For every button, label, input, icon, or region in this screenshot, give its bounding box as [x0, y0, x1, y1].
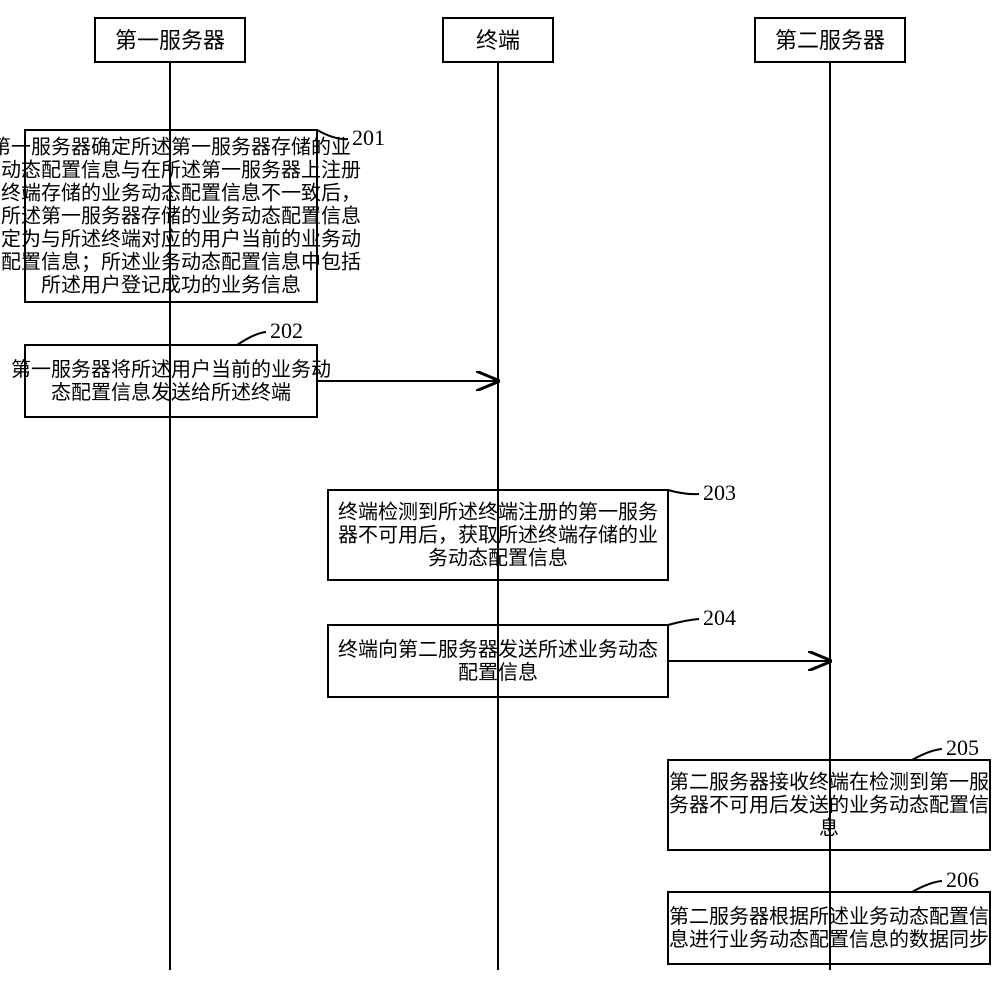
step-text-203-line1: 器不可用后，获取所述终端存储的业 [338, 524, 658, 547]
step-text-201-line4: 确定为与所述终端对应的用户当前的业务动 [0, 228, 361, 251]
step-leader-203 [668, 490, 699, 494]
step-leader-202 [237, 332, 266, 345]
step-text-204-line1: 配置信息 [458, 661, 538, 684]
step-text-204-line0: 终端向第二服务器发送所述业务动态 [338, 638, 658, 661]
step-text-202-line1: 态配置信息发送给所述终端 [51, 381, 291, 404]
step-leader-205 [912, 749, 942, 760]
step-label-205: 205 [946, 735, 979, 760]
lane-label-server1: 第一服务器 [115, 28, 225, 53]
step-text-201-line1: 务动态配置信息与在所述第一服务器上注册 [0, 159, 361, 182]
step-leader-206 [912, 881, 942, 892]
step-label-206: 206 [946, 867, 979, 892]
lane-label-terminal: 终端 [476, 28, 520, 53]
step-text-201-line0: 第一服务器确定所述第一服务器存储的业 [0, 136, 351, 159]
step-text-205-line1: 务器不可用后发送的业务动态配置信 [669, 794, 989, 817]
step-text-201-line6: 所述用户登记成功的业务信息 [41, 274, 301, 297]
step-text-206-line1: 息进行业务动态配置信息的数据同步 [669, 928, 989, 951]
step-text-202-line0: 第一服务器将所述用户当前的业务动 [11, 358, 331, 381]
step-label-203: 203 [703, 480, 736, 505]
step-leader-204 [668, 619, 699, 625]
lane-label-server2: 第二服务器 [775, 28, 885, 53]
step-text-205-line0: 第二服务器接收终端在检测到第一服 [669, 771, 989, 794]
sequence-diagram: 第一服务器 终端 第二服务器第一服务器确定所述第一服务器存储的业务动态配置信息与在所… [0, 0, 1000, 992]
step-text-206-line0: 第二服务器根据所述业务动态配置信 [669, 905, 989, 928]
step-label-201: 201 [352, 125, 385, 150]
step-text-203-line0: 终端检测到所述终端注册的第一服务 [338, 501, 658, 524]
step-text-201-line3: 将所述第一服务器存储的业务动态配置信息 [0, 205, 361, 228]
step-label-202: 202 [270, 318, 303, 343]
step-text-201-line2: 的终端存储的业务动态配置信息不一致后， [0, 182, 361, 205]
step-text-205-line2: 息 [819, 817, 839, 840]
step-text-203-line2: 务动态配置信息 [428, 547, 568, 570]
step-label-204: 204 [703, 605, 736, 630]
step-text-201-line5: 态配置信息；所述业务动态配置信息中包括 [0, 251, 361, 274]
